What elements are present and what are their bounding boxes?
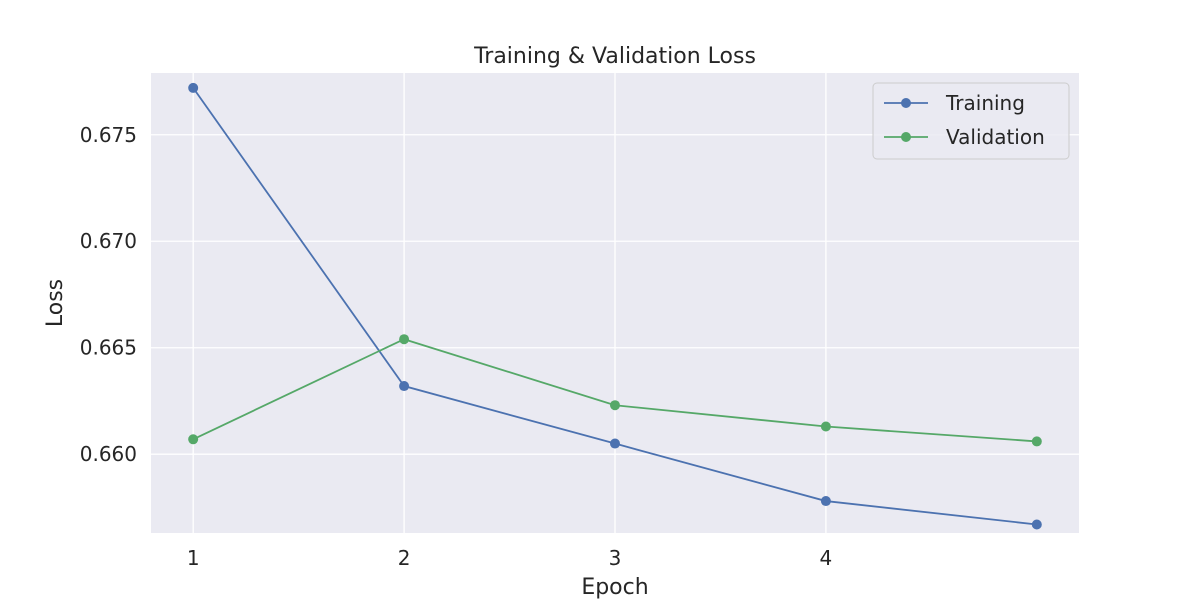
- legend-label-training: Training: [945, 91, 1025, 115]
- data-point-validation: [1031, 436, 1042, 447]
- data-point-training: [820, 496, 831, 507]
- x-axis-label: Epoch: [581, 575, 648, 600]
- series-layer: [188, 82, 1042, 530]
- x-tick-label: 3: [609, 546, 622, 570]
- x-tick-label: 4: [820, 546, 833, 570]
- legend-box: [872, 82, 1070, 160]
- data-point-training: [610, 438, 620, 449]
- data-point-validation: [188, 434, 199, 445]
- legend-marker-training: [901, 98, 911, 108]
- x-gridlines: [192, 73, 827, 533]
- data-point-validation: [820, 421, 831, 432]
- y-tick-labels: 0.660 0.665 0.670 0.675: [80, 123, 137, 466]
- data-point-training: [1031, 519, 1042, 530]
- y-tick-label: 0.675: [80, 123, 137, 147]
- legend-label-validation: Validation: [946, 125, 1045, 149]
- data-point-training: [399, 381, 410, 392]
- data-point-training: [188, 82, 199, 93]
- y-axis-label: Loss: [43, 279, 68, 327]
- legend: Training Validation: [872, 82, 1070, 160]
- y-tick-label: 0.660: [80, 442, 137, 466]
- x-tick-labels: 1 2 3 4: [187, 546, 832, 570]
- data-point-validation: [399, 334, 410, 345]
- y-tick-label: 0.670: [80, 229, 137, 253]
- legend-marker-validation: [901, 132, 911, 142]
- x-tick-label: 2: [398, 546, 411, 570]
- chart-title: Training & Validation Loss: [473, 44, 756, 69]
- y-tick-label: 0.665: [80, 336, 137, 360]
- data-point-validation: [610, 400, 620, 411]
- x-tick-label: 1: [187, 546, 200, 570]
